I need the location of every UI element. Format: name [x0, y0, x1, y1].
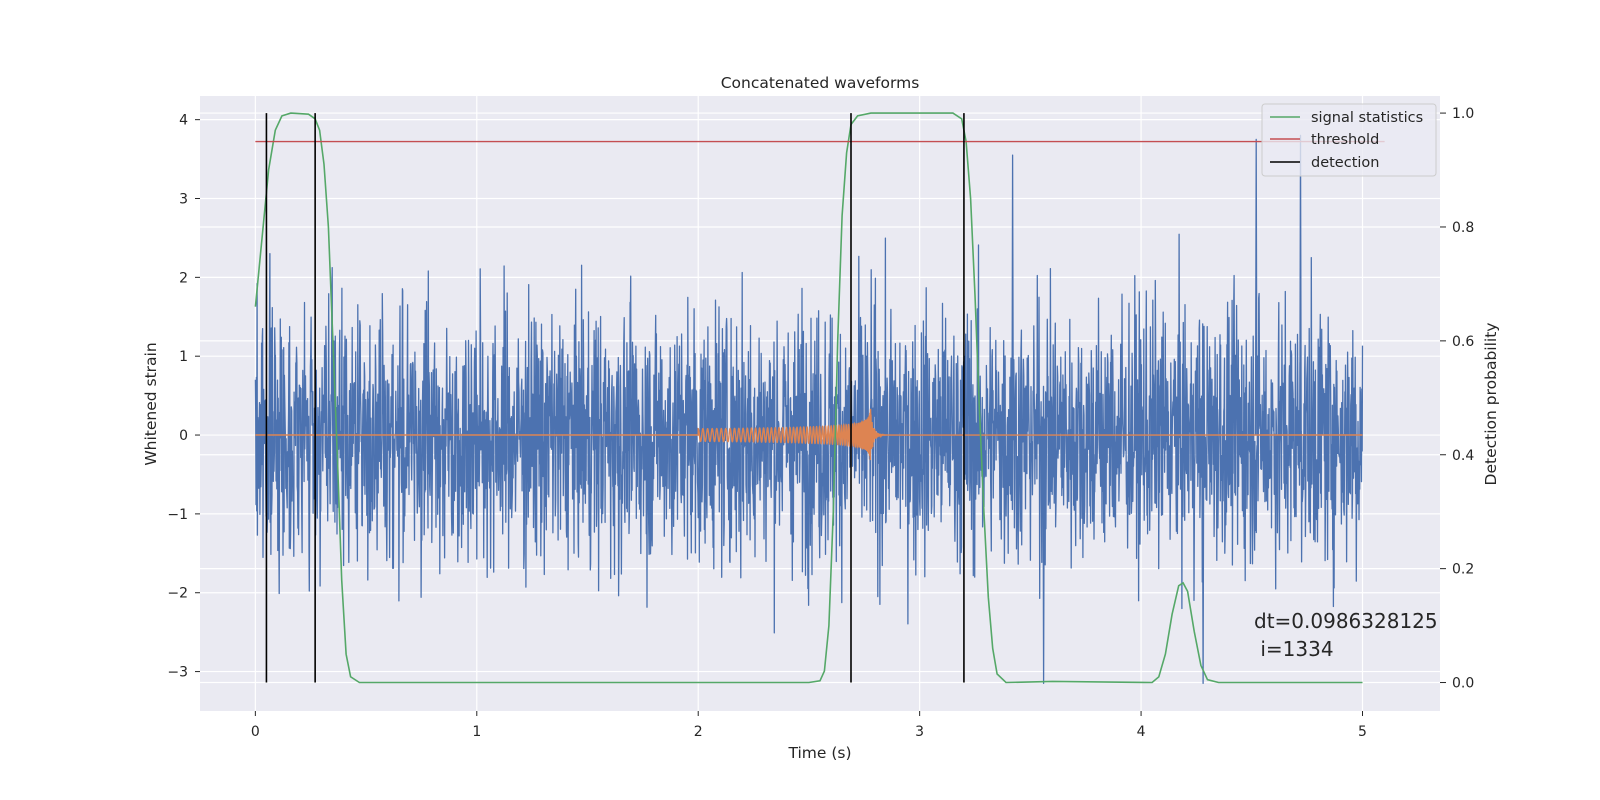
y-right-axis-label: Detection probability [1482, 323, 1500, 486]
y-right-axis: 0.0 0.2 0.4 0.6 0.8 1.0 [1440, 106, 1474, 692]
y-right-tick-label: 1.0 [1452, 106, 1474, 122]
annotation-dt: dt=0.0986328125 [1254, 609, 1438, 633]
y-left-axis: −3 −2 −1 0 1 2 3 4 [167, 113, 200, 681]
chart-title: Concatenated waveforms [721, 74, 920, 92]
x-tick-label: 1 [472, 724, 481, 740]
x-axis-label: Time (s) [787, 744, 851, 762]
y-right-tick-label: 0.2 [1452, 562, 1474, 578]
series-signal-statistics-line [254, 112, 1363, 684]
y-right-tick-label: 0.6 [1452, 334, 1474, 350]
legend-label-detection: detection [1311, 155, 1379, 171]
y-left-tick-label: −2 [167, 586, 188, 602]
legend-label-threshold: threshold [1311, 132, 1379, 148]
x-tick-label: 3 [915, 724, 924, 740]
series-waveform-line [255, 408, 1363, 461]
y-left-tick-label: −3 [167, 665, 188, 681]
y-right-tick-label: 0.0 [1452, 676, 1474, 692]
x-tick-label: 2 [694, 724, 703, 740]
y-left-tick-label: −1 [167, 507, 188, 523]
x-tick-label: 0 [251, 724, 260, 740]
legend-label-signal-statistics: signal statistics [1311, 110, 1423, 126]
y-left-tick-label: 2 [179, 270, 188, 286]
x-axis: 0 1 2 3 4 5 [251, 711, 1367, 740]
y-left-tick-label: 1 [179, 349, 188, 365]
y-right-tick-label: 0.8 [1452, 220, 1474, 236]
x-tick-label: 5 [1358, 724, 1367, 740]
legend: signal statistics threshold detection [1261, 103, 1437, 177]
legend-frame [1261, 103, 1437, 177]
y-left-tick-label: 4 [179, 113, 188, 129]
y-left-tick-label: 0 [179, 428, 188, 444]
x-tick-label: 4 [1137, 724, 1146, 740]
series-layer [254, 112, 1385, 685]
y-left-axis-label: Whitened strain [142, 342, 160, 465]
y-right-tick-label: 0.4 [1452, 448, 1474, 464]
annotation: dt=0.0986328125 i=1334 [1254, 609, 1438, 661]
annotation-i: i=1334 [1254, 637, 1334, 661]
y-left-tick-label: 3 [179, 192, 188, 208]
